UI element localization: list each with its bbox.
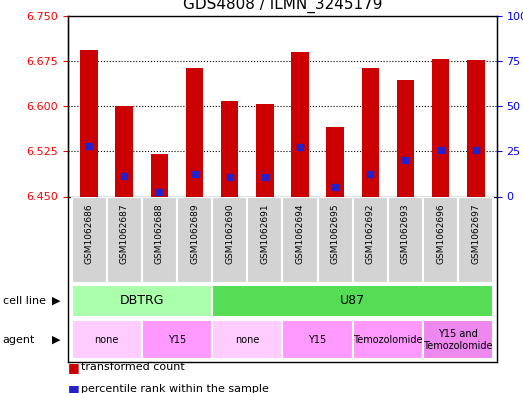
Text: ▶: ▶ (52, 296, 60, 306)
Text: GSM1062695: GSM1062695 (331, 204, 339, 264)
Bar (177, 196, 212, 283)
Bar (221, 101, 238, 196)
Bar (151, 154, 168, 196)
Text: agent: agent (3, 335, 35, 345)
Text: GSM1062686: GSM1062686 (85, 204, 94, 264)
Bar (388, 196, 423, 283)
Text: Y15 and
Temozolomide: Y15 and Temozolomide (424, 329, 493, 351)
Bar (107, 196, 142, 283)
Bar (326, 127, 344, 196)
Bar (212, 321, 282, 359)
Bar (317, 196, 353, 283)
Text: Y15: Y15 (309, 335, 327, 345)
Bar (72, 285, 212, 317)
Text: cell line: cell line (3, 296, 46, 306)
Bar (353, 321, 423, 359)
Text: none: none (235, 335, 259, 345)
Text: none: none (95, 335, 119, 345)
Text: ■: ■ (68, 382, 79, 393)
Bar (458, 196, 493, 283)
Bar (361, 68, 379, 196)
Bar (423, 196, 458, 283)
Bar (247, 196, 282, 283)
Text: Temozolomide: Temozolomide (353, 335, 423, 345)
Text: GSM1062690: GSM1062690 (225, 204, 234, 264)
Text: ■: ■ (68, 361, 79, 374)
Text: GSM1062688: GSM1062688 (155, 204, 164, 264)
Bar (467, 60, 484, 196)
Bar (432, 59, 449, 196)
Bar (291, 52, 309, 196)
Text: GSM1062687: GSM1062687 (120, 204, 129, 264)
Text: GSM1062689: GSM1062689 (190, 204, 199, 264)
Title: GDS4808 / ILMN_3245179: GDS4808 / ILMN_3245179 (183, 0, 382, 13)
Bar (396, 80, 414, 196)
Text: GSM1062697: GSM1062697 (471, 204, 480, 264)
Bar (142, 196, 177, 283)
Bar (256, 104, 274, 196)
Bar (353, 196, 388, 283)
Bar (72, 196, 107, 283)
Text: percentile rank within the sample: percentile rank within the sample (81, 384, 269, 393)
Text: U87: U87 (340, 294, 365, 307)
Bar (81, 50, 98, 196)
Bar (282, 196, 317, 283)
Text: GSM1062693: GSM1062693 (401, 204, 410, 264)
Bar (212, 285, 493, 317)
Bar (116, 106, 133, 196)
Text: GSM1062696: GSM1062696 (436, 204, 445, 264)
Text: ▶: ▶ (52, 335, 60, 345)
Text: GSM1062694: GSM1062694 (295, 204, 304, 264)
Text: DBTRG: DBTRG (120, 294, 164, 307)
Text: Y15: Y15 (168, 335, 186, 345)
Bar (423, 321, 493, 359)
Bar (72, 321, 142, 359)
Bar (282, 321, 353, 359)
Bar (142, 321, 212, 359)
Text: transformed count: transformed count (81, 362, 185, 373)
Text: GSM1062691: GSM1062691 (260, 204, 269, 264)
Bar (212, 196, 247, 283)
Bar (186, 68, 203, 196)
Text: GSM1062692: GSM1062692 (366, 204, 375, 264)
